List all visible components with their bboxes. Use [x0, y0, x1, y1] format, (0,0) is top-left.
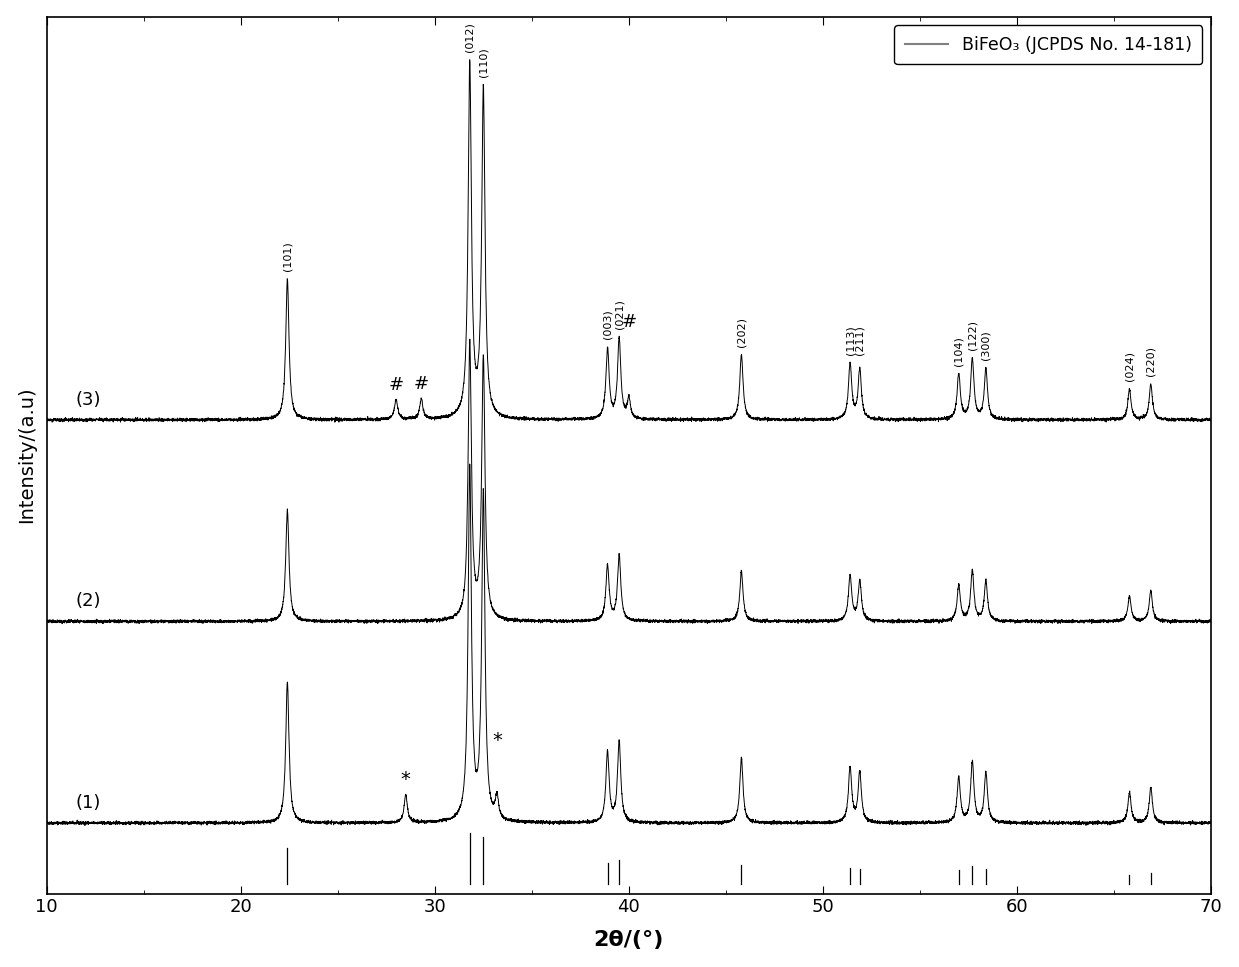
X-axis label: 2θ/(°): 2θ/(°) — [593, 930, 664, 951]
Text: (3): (3) — [76, 391, 102, 409]
Text: *: * — [492, 731, 502, 749]
Text: (2): (2) — [76, 593, 102, 610]
Text: (202): (202) — [736, 317, 746, 347]
Text: #: # — [414, 375, 429, 393]
Text: #: # — [389, 376, 404, 395]
Text: (122): (122) — [968, 320, 978, 350]
Text: (104): (104) — [954, 336, 964, 366]
Text: (300): (300) — [981, 330, 991, 360]
Text: (1): (1) — [76, 794, 102, 812]
Legend: BiFeO₃ (JCPDS No. 14-181): BiFeO₃ (JCPDS No. 14-181) — [895, 25, 1202, 64]
Text: (101): (101) — [282, 242, 292, 271]
Text: (012): (012) — [465, 22, 475, 52]
Text: #: # — [621, 313, 637, 331]
Text: (024): (024) — [1125, 351, 1135, 381]
Text: *: * — [400, 771, 410, 789]
Text: (003): (003) — [602, 309, 612, 339]
Text: (220): (220) — [1146, 346, 1156, 376]
Y-axis label: Intensity/(a.u): Intensity/(a.u) — [16, 387, 36, 523]
Text: (110): (110) — [478, 47, 488, 76]
Text: (113): (113) — [845, 325, 855, 355]
Text: (021): (021) — [615, 299, 624, 329]
Text: (211): (211) — [855, 325, 865, 355]
